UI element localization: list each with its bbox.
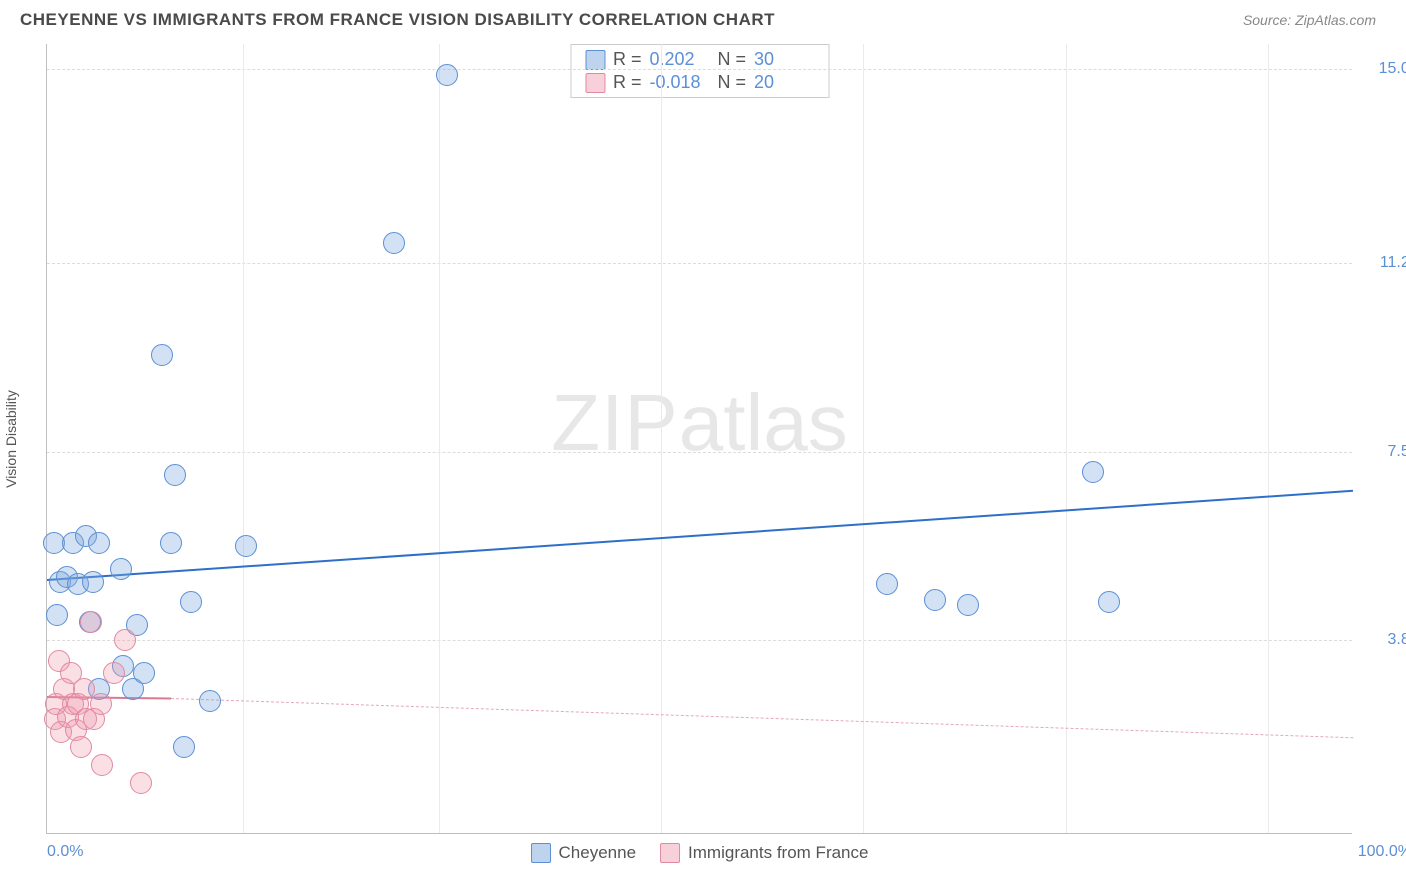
- data-point: [151, 344, 173, 366]
- y-axis-label: Vision Disability: [3, 390, 19, 488]
- gridline-v: [243, 44, 244, 833]
- data-point: [436, 64, 458, 86]
- data-point: [88, 532, 110, 554]
- gridline-v: [863, 44, 864, 833]
- data-point: [160, 532, 182, 554]
- trendline: [171, 698, 1353, 738]
- gridline-v: [439, 44, 440, 833]
- y-tick-label: 3.8%: [1362, 631, 1406, 649]
- gridline-v: [1268, 44, 1269, 833]
- gridline-v: [1066, 44, 1067, 833]
- data-point: [199, 690, 221, 712]
- x-tick-max: 100.0%: [1358, 843, 1406, 861]
- data-point: [70, 736, 92, 758]
- n-value: 20: [754, 72, 814, 93]
- chart-title: CHEYENNE VS IMMIGRANTS FROM FRANCE VISIO…: [20, 10, 775, 30]
- chart-container: Vision Disability ZIPatlas R = 0.202 N =…: [46, 44, 1376, 834]
- data-point: [46, 604, 68, 626]
- x-tick-min: 0.0%: [47, 843, 83, 861]
- data-point: [924, 589, 946, 611]
- legend-item-cheyenne: Cheyenne: [531, 843, 637, 863]
- legend-label: Cheyenne: [559, 843, 637, 863]
- chart-source: Source: ZipAtlas.com: [1243, 12, 1376, 28]
- data-point: [91, 754, 113, 776]
- y-tick-label: 15.0%: [1362, 60, 1406, 78]
- watermark: ZIPatlas: [551, 377, 847, 469]
- bottom-legend: Cheyenne Immigrants from France: [531, 843, 869, 863]
- stat-legend: R = 0.202 N = 30 R = -0.018 N = 20: [570, 44, 829, 98]
- n-label: N =: [718, 72, 747, 93]
- y-tick-label: 11.2%: [1362, 254, 1406, 272]
- data-point: [164, 464, 186, 486]
- data-point: [110, 558, 132, 580]
- legend-label: Immigrants from France: [688, 843, 868, 863]
- data-point: [80, 611, 102, 633]
- chart-header: CHEYENNE VS IMMIGRANTS FROM FRANCE VISIO…: [0, 0, 1406, 38]
- data-point: [235, 535, 257, 557]
- watermark-zip: ZIP: [551, 378, 678, 467]
- r-label: R =: [613, 72, 642, 93]
- data-point: [383, 232, 405, 254]
- n-value: 30: [754, 49, 814, 70]
- data-point: [90, 693, 112, 715]
- r-label: R =: [613, 49, 642, 70]
- data-point: [957, 594, 979, 616]
- data-point: [180, 591, 202, 613]
- data-point: [130, 772, 152, 794]
- data-point: [114, 629, 136, 651]
- swatch-blue-icon: [531, 843, 551, 863]
- swatch-pink-icon: [585, 73, 605, 93]
- r-value: -0.018: [650, 72, 710, 93]
- data-point: [82, 571, 104, 593]
- swatch-pink-icon: [660, 843, 680, 863]
- stat-row-blue: R = 0.202 N = 30: [585, 49, 814, 70]
- legend-item-france: Immigrants from France: [660, 843, 868, 863]
- data-point: [103, 662, 125, 684]
- data-point: [1098, 591, 1120, 613]
- r-value: 0.202: [650, 49, 710, 70]
- data-point: [133, 662, 155, 684]
- data-point: [1082, 461, 1104, 483]
- plot-area: ZIPatlas R = 0.202 N = 30 R = -0.018 N =…: [46, 44, 1352, 834]
- data-point: [173, 736, 195, 758]
- data-point: [876, 573, 898, 595]
- stat-row-pink: R = -0.018 N = 20: [585, 72, 814, 93]
- swatch-blue-icon: [585, 50, 605, 70]
- n-label: N =: [718, 49, 747, 70]
- y-tick-label: 7.5%: [1362, 443, 1406, 461]
- watermark-atlas: atlas: [679, 378, 848, 467]
